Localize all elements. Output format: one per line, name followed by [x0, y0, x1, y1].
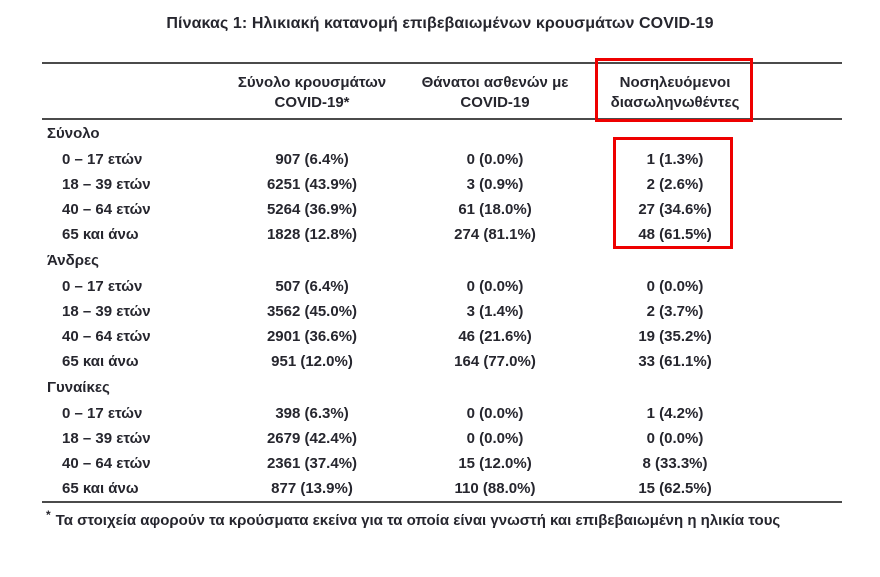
table-row: 65 και άνω 951 (12.0%) 164 (77.0%) 33 (6… [42, 349, 842, 374]
intubated-cell: 2 (2.6%) [646, 176, 704, 193]
table-row: 40 – 64 ετών 5264 (36.9%) 61 (18.0%) 27 … [42, 197, 842, 222]
age-label: 65 και άνω [62, 353, 139, 370]
age-label: 18 – 39 ετών [62, 176, 151, 193]
column-header-empty [42, 64, 217, 118]
cases-cell: 1828 (12.8%) [266, 226, 358, 243]
intubated-cell: 1 (4.2%) [646, 405, 704, 422]
column-header-cases-line2: COVID-19* [274, 94, 350, 111]
cases-cell: 2679 (42.4%) [266, 430, 358, 447]
cases-cell: 5264 (36.9%) [266, 201, 358, 218]
footnote-asterisk: * [46, 508, 51, 522]
cases-cell: 951 (12.0%) [271, 353, 353, 370]
column-header-cases: Σύνολο κρουσμάτων COVID-19* [217, 64, 407, 118]
table-row: 0 – 17 ετών 398 (6.3%) 0 (0.0%) 1 (4.2%) [42, 401, 842, 426]
intubated-cell: 15 (62.5%) [638, 480, 712, 497]
section-row-men: Άνδρες [42, 247, 842, 274]
section-label: Γυναίκες [47, 379, 110, 396]
cases-cell: 3562 (45.0%) [266, 303, 358, 320]
intubated-cell: 0 (0.0%) [646, 278, 704, 295]
cases-cell: 2901 (36.6%) [266, 328, 358, 345]
intubated-cell: 8 (33.3%) [642, 455, 708, 472]
table-row: 40 – 64 ετών 2901 (36.6%) 46 (21.6%) 19 … [42, 324, 842, 349]
cases-cell: 907 (6.4%) [275, 151, 349, 168]
intubated-cell: 0 (0.0%) [646, 430, 704, 447]
deaths-cell: 0 (0.0%) [466, 405, 524, 422]
deaths-cell: 15 (12.0%) [458, 455, 532, 472]
section-label: Άνδρες [47, 252, 99, 269]
deaths-cell: 0 (0.0%) [466, 151, 524, 168]
table-row: 65 και άνω 1828 (12.8%) 274 (81.1%) 48 (… [42, 222, 842, 247]
table-footnote: * Τα στοιχεία αφορούν τα κρούσματα εκείνα… [46, 508, 780, 529]
table-row: 65 και άνω 877 (13.9%) 110 (88.0%) 15 (6… [42, 476, 842, 501]
column-header-cases-line1: Σύνολο κρουσμάτων [237, 74, 387, 91]
section-row-total: Σύνολο [42, 120, 842, 147]
age-label: 0 – 17 ετών [62, 405, 143, 422]
deaths-cell: 61 (18.0%) [458, 201, 532, 218]
deaths-cell: 0 (0.0%) [466, 278, 524, 295]
cases-cell: 6251 (43.9%) [266, 176, 358, 193]
age-label: 18 – 39 ετών [62, 430, 151, 447]
intubated-cell: 19 (35.2%) [638, 328, 712, 345]
table-row: 18 – 39 ετών 6251 (43.9%) 3 (0.9%) 2 (2.… [42, 172, 842, 197]
column-header-spacer [767, 64, 842, 118]
age-label: 65 και άνω [62, 226, 139, 243]
column-header-deaths-line1: Θάνατοι ασθενών με [421, 74, 569, 91]
age-label: 65 και άνω [62, 480, 139, 497]
column-header-deaths-line2: COVID-19 [460, 94, 530, 111]
table-row: 18 – 39 ετών 3562 (45.0%) 3 (1.4%) 2 (3.… [42, 299, 842, 324]
footnote-text: Τα στοιχεία αφορούν τα κρούσματα εκείνα … [55, 512, 781, 529]
age-label: 18 – 39 ετών [62, 303, 151, 320]
age-label: 40 – 64 ετών [62, 328, 151, 345]
cases-cell: 877 (13.9%) [271, 480, 353, 497]
section-label: Σύνολο [47, 125, 100, 142]
table-body: Σύνολο 0 – 17 ετών 907 (6.4%) 0 (0.0%) 1… [42, 120, 842, 503]
deaths-cell: 46 (21.6%) [458, 328, 532, 345]
cases-cell: 507 (6.4%) [275, 278, 349, 295]
intubated-cell: 27 (34.6%) [638, 201, 712, 218]
age-label: 0 – 17 ετών [62, 278, 143, 295]
age-label: 40 – 64 ετών [62, 201, 151, 218]
age-label: 0 – 17 ετών [62, 151, 143, 168]
table-row: 0 – 17 ετών 907 (6.4%) 0 (0.0%) 1 (1.3%) [42, 147, 842, 172]
table-header-row: Σύνολο κρουσμάτων COVID-19* Θάνατοι ασθε… [42, 62, 842, 120]
column-header-intubated: Νοσηλευόμενοι διασωληνωθέντες [583, 64, 767, 118]
deaths-cell: 274 (81.1%) [454, 226, 536, 243]
table-title: Πίνακας 1: Ηλικιακή κατανομή επιβεβαιωμέ… [166, 15, 714, 32]
deaths-cell: 110 (88.0%) [454, 480, 536, 497]
column-header-intubated-line1: Νοσηλευόμενοι [619, 74, 731, 91]
table-row: 0 – 17 ετών 507 (6.4%) 0 (0.0%) 0 (0.0%) [42, 274, 842, 299]
intubated-cell: 2 (3.7%) [646, 303, 704, 320]
table-row: 40 – 64 ετών 2361 (37.4%) 15 (12.0%) 8 (… [42, 451, 842, 476]
table-row: 18 – 39 ετών 2679 (42.4%) 0 (0.0%) 0 (0.… [42, 426, 842, 451]
column-header-deaths: Θάνατοι ασθενών με COVID-19 [407, 64, 583, 118]
section-row-women: Γυναίκες [42, 374, 842, 401]
deaths-cell: 164 (77.0%) [454, 353, 536, 370]
deaths-cell: 3 (1.4%) [466, 303, 524, 320]
intubated-cell: 1 (1.3%) [646, 151, 704, 168]
cases-cell: 398 (6.3%) [275, 405, 349, 422]
column-header-intubated-line2: διασωληνωθέντες [610, 94, 740, 111]
deaths-cell: 3 (0.9%) [466, 176, 524, 193]
intubated-cell: 48 (61.5%) [638, 226, 712, 243]
intubated-cell: 33 (61.1%) [638, 353, 712, 370]
age-label: 40 – 64 ετών [62, 455, 151, 472]
data-table: Σύνολο κρουσμάτων COVID-19* Θάνατοι ασθε… [42, 62, 842, 503]
cases-cell: 2361 (37.4%) [266, 455, 358, 472]
deaths-cell: 0 (0.0%) [466, 430, 524, 447]
